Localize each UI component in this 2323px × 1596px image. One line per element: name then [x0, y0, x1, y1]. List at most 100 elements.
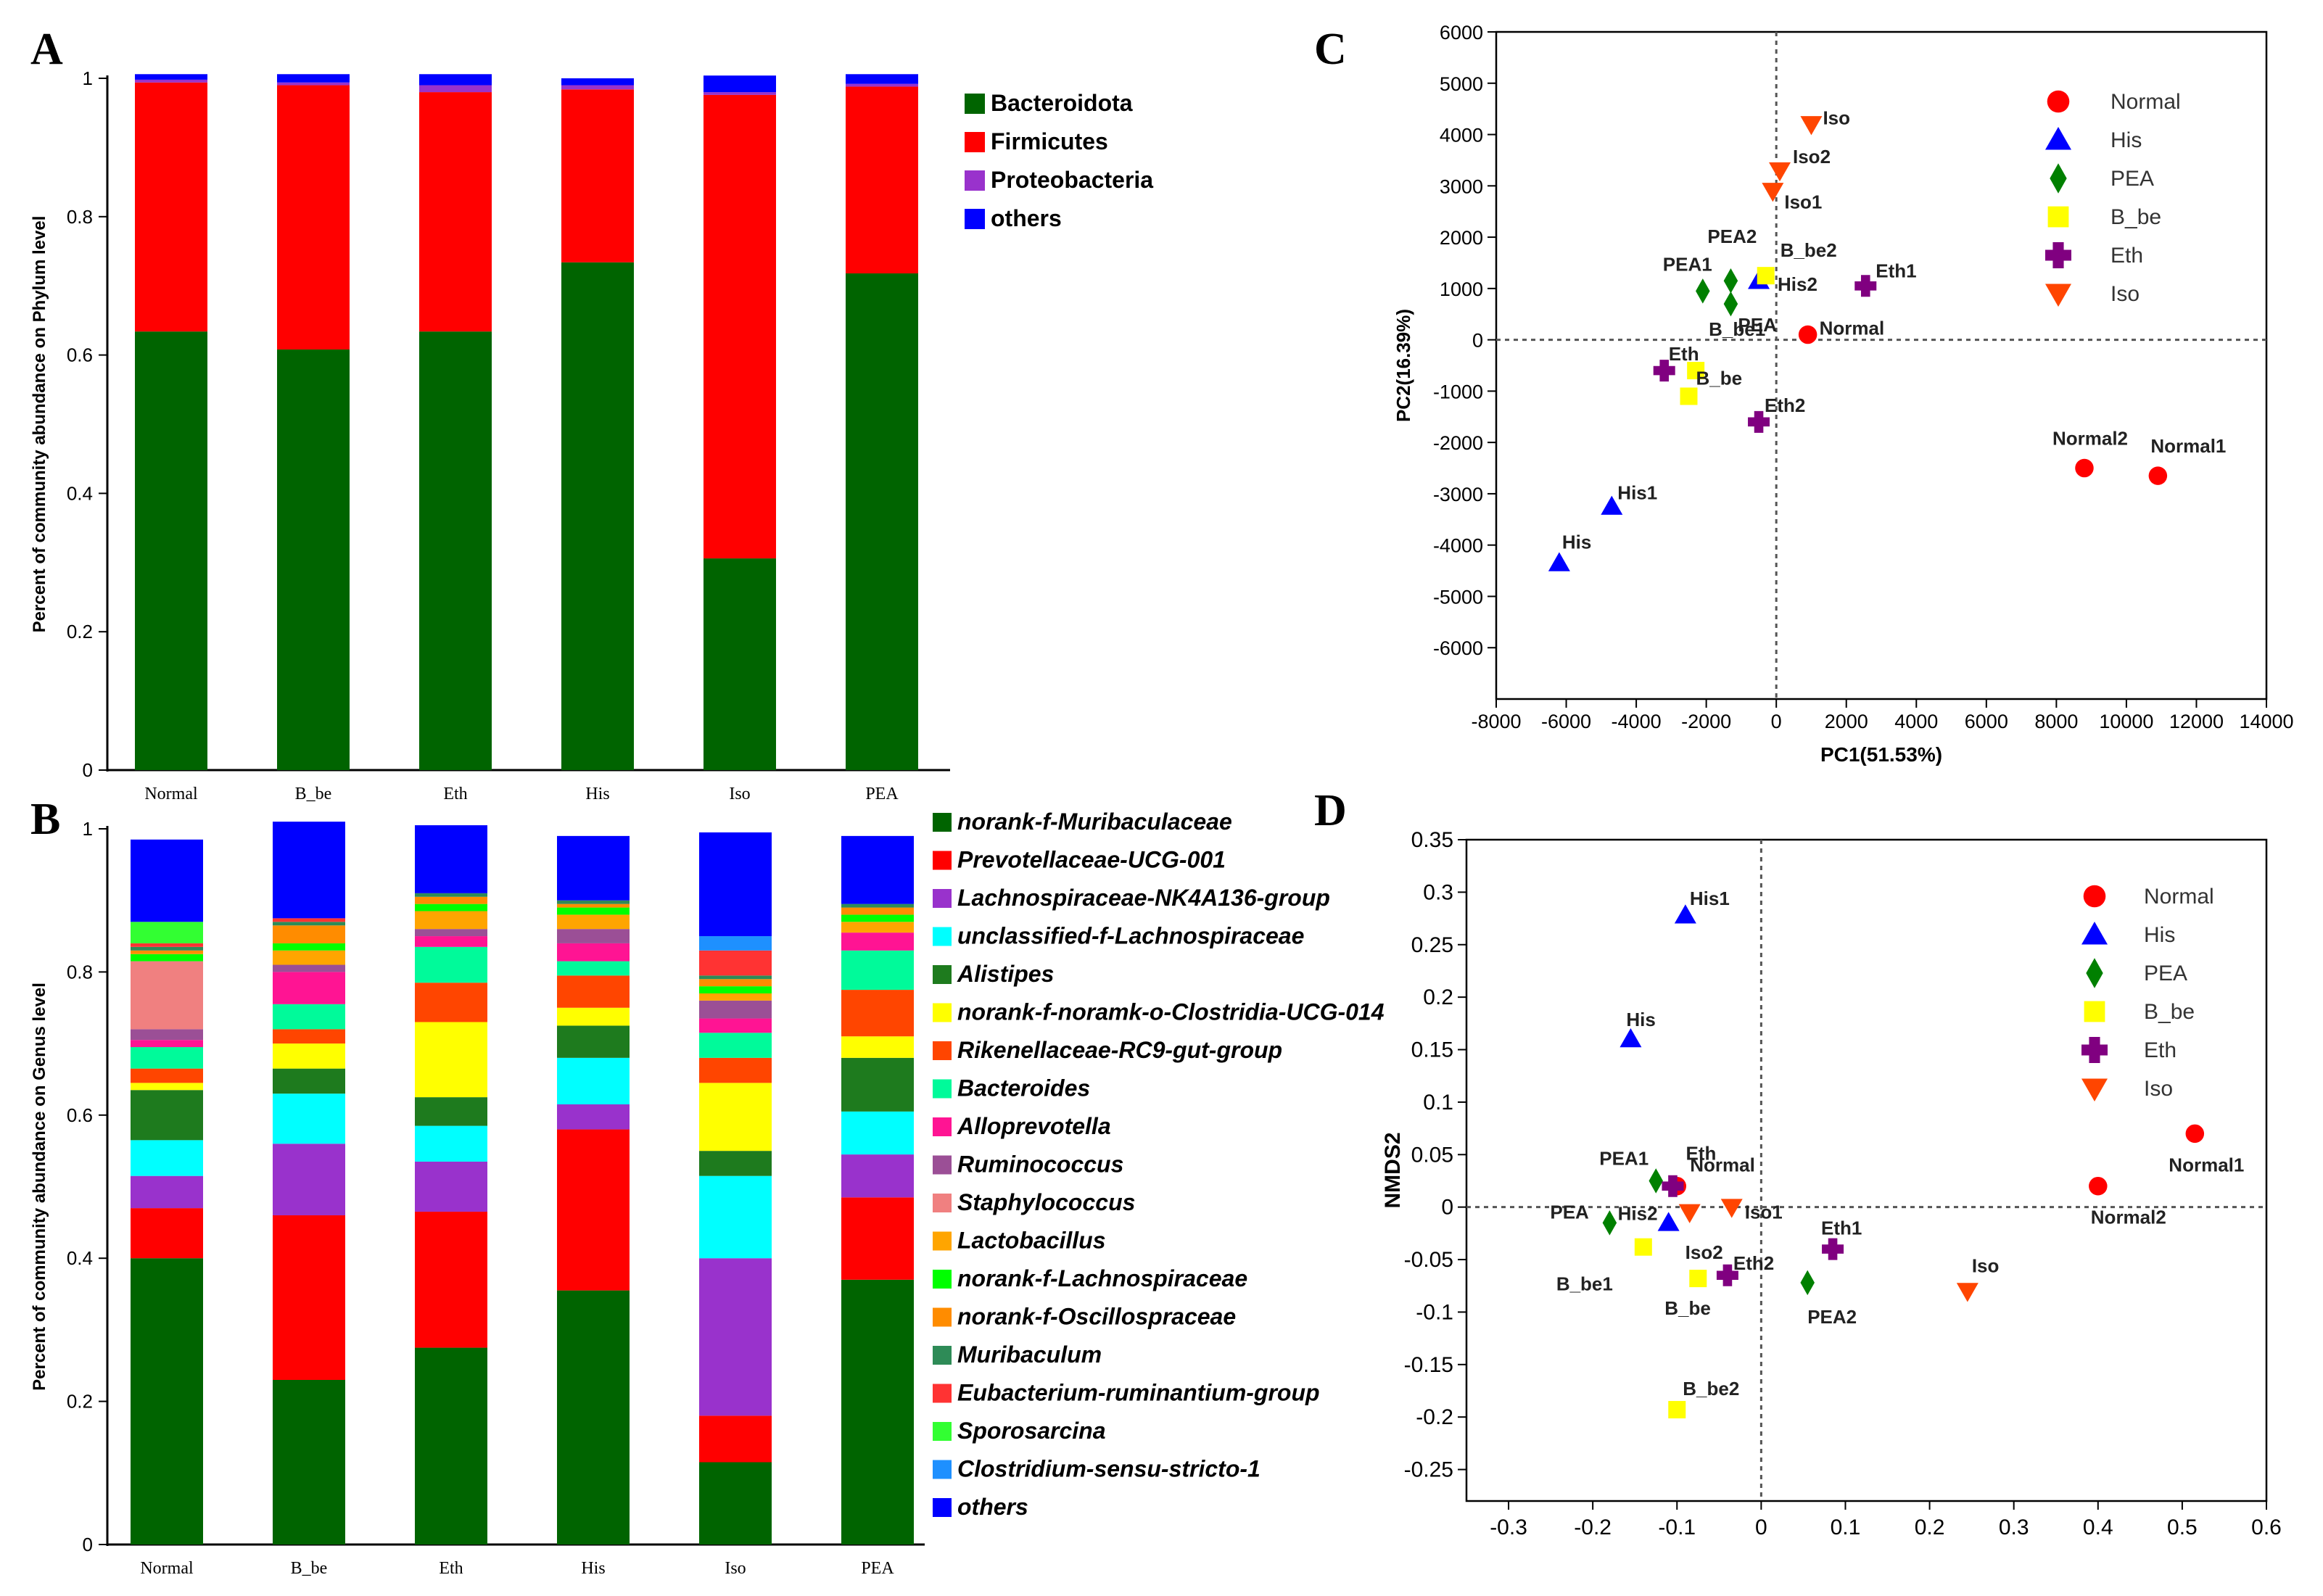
- y-tick-label: -0.25: [1404, 1458, 1453, 1482]
- bar-segment-norank-f-noramk-o-clostridia-ucg-014-normal: [131, 1083, 203, 1091]
- bar-segment-lactobacillus-b-be: [273, 950, 345, 965]
- y-tick-label: 0.15: [1411, 1038, 1453, 1062]
- legend-label-iso: Iso: [2110, 282, 2140, 306]
- y-tick-label: -1000: [1433, 381, 1483, 402]
- point-eth1: [1822, 1238, 1844, 1260]
- bar-segment-alistipes-iso: [699, 1151, 772, 1176]
- bar-segment-prevotellaceae-ucg-001-iso: [699, 1415, 772, 1463]
- legend-label-ruminococcus: Ruminococcus: [957, 1151, 1123, 1178]
- bar-segment-prevotellaceae-ucg-001-normal: [131, 1208, 203, 1259]
- legend-label-normal: Normal: [2144, 885, 2214, 909]
- bar-segment-eubacterium-ruminantium-group-normal: [131, 943, 203, 947]
- legend-swatch-others: [965, 209, 985, 229]
- panel-c: -8000 -6000 -4000 -2000 0 2000 4000 6000 8000 100…: [1392, 22, 2294, 766]
- point-b-be2: [1757, 267, 1775, 285]
- bar-segment-alistipes-pea: [841, 1057, 914, 1112]
- bar-segment-rikenellaceae-rc9-gut-group-normal: [131, 1068, 203, 1083]
- legend-label-staphylococcus: Staphylococcus: [957, 1189, 1135, 1215]
- x-tick-label: -0.2: [1574, 1516, 1612, 1539]
- bar-segment-lachnospiraceae-nk4a136-group-iso: [699, 1258, 772, 1416]
- bar-segment-eubacterium-ruminantium-group-b-be: [273, 918, 345, 922]
- bar-segment-lachnospiraceae-nk4a136-group-normal: [131, 1175, 203, 1209]
- point-eth: [1653, 360, 1675, 382]
- legend-marker-b-be: [2084, 1001, 2105, 1022]
- bar-segment-others-eth: [419, 74, 492, 86]
- y-tick-label: 4000: [1440, 125, 1483, 146]
- point-his1: [1601, 495, 1623, 515]
- legend-label-clostridium-sensu-stricto-1: Clostridium-sensu-stricto-1: [957, 1456, 1260, 1482]
- point-label-b-be2: B_be2: [1781, 239, 1837, 261]
- bar-segment-firmicutes-b-be: [277, 85, 350, 350]
- legend-swatch-alloprevotella: [933, 1117, 952, 1136]
- point-normal1: [2148, 466, 2168, 485]
- point-iso2: [1769, 162, 1791, 182]
- y-tick-label: -2000: [1433, 432, 1483, 454]
- bar-segment-others-normal: [131, 839, 203, 922]
- bar-segment-proteobacteria-b-be: [277, 82, 350, 86]
- point-normal: [1798, 325, 1817, 344]
- point-label-pea: PEA: [1550, 1201, 1589, 1223]
- bar-segment-firmicutes-normal: [135, 82, 207, 332]
- legend-swatch-firmicutes: [965, 132, 985, 152]
- point-label-eth2: Eth2: [1765, 394, 1805, 416]
- bar-segment-muribaculum-normal: [131, 946, 203, 951]
- y-tick-label: -0.1: [1416, 1300, 1453, 1324]
- bar-segment-ruminococcus-iso: [699, 1000, 772, 1019]
- point-label-eth1: Eth1: [1821, 1217, 1862, 1239]
- legend-swatch-proteobacteria: [965, 170, 985, 191]
- y-tick-label: 3000: [1440, 175, 1483, 197]
- bar-segment-alistipes-b-be: [273, 1068, 345, 1094]
- plot-frame: [1495, 30, 2268, 700]
- y-axis-title: NMDS2: [1381, 1132, 1405, 1208]
- legend-label-iso: Iso: [2144, 1077, 2173, 1101]
- x-axis-title: PC1(51.53%): [1820, 743, 1942, 766]
- bar-segment-lachnospiraceae-nk4a136-group-his: [557, 1104, 630, 1130]
- point-label-his2: His2: [1778, 273, 1817, 295]
- point-label-pea1: PEA1: [1599, 1147, 1649, 1169]
- point-label-eth2: Eth2: [1733, 1252, 1774, 1274]
- bar-segment-rikenellaceae-rc9-gut-group-eth: [415, 983, 487, 1022]
- legend-swatch-staphylococcus: [933, 1194, 952, 1212]
- bar-segment-bacteroides-eth: [415, 946, 487, 983]
- bar-segment-alloprevotella-normal: [131, 1040, 203, 1048]
- legend-label-others: others: [991, 205, 1062, 231]
- bar-segment-bacteroides-iso: [699, 1033, 772, 1058]
- point-normal2: [2089, 1176, 2108, 1196]
- legend-swatch-norank-f-noramk-o-clostridia-ucg-014: [933, 1003, 952, 1022]
- x-tick-label: -0.1: [1658, 1516, 1696, 1539]
- bar-segment-alistipes-eth: [415, 1097, 487, 1126]
- bar-segment-norank-f-oscillospraceae-eth: [415, 896, 487, 904]
- point-label-b-be: B_be: [1696, 367, 1743, 389]
- bar-segment-muribaculum-pea: [841, 904, 914, 908]
- bar-segment-unclassified-f-lachnospiraceae-pea: [841, 1111, 914, 1155]
- x-tick-label-eth: Eth: [443, 785, 467, 803]
- bar-segment-others-normal: [135, 74, 207, 80]
- x-tick-label-iso: Iso: [729, 785, 750, 803]
- bar-segment-lachnospiraceae-nk4a136-group-pea: [841, 1154, 914, 1198]
- bar-segment-bacteroidota-iso: [703, 558, 776, 770]
- x-tick-label: -4000: [1612, 711, 1662, 732]
- x-tick-label: 0: [1771, 711, 1782, 732]
- x-tick-label: 14000: [2239, 711, 2293, 732]
- panel-label-c: C: [1314, 25, 1347, 74]
- legend-label-unclassified-f-lachnospiraceae: unclassified-f-Lachnospiraceae: [957, 923, 1304, 949]
- legend-swatch-sporosarcina: [933, 1422, 952, 1441]
- x-tick-label: 12000: [2169, 711, 2224, 732]
- point-pea: [1723, 291, 1738, 317]
- legend-label-his: His: [2110, 128, 2142, 152]
- bar-segment-alloprevotella-his: [557, 943, 630, 962]
- legend-swatch-norank-f-muribaculaceae: [933, 813, 952, 832]
- legend-marker-iso: [2045, 284, 2071, 307]
- point-eth2: [1748, 410, 1770, 433]
- legend-label-muribaculum: Muribaculum: [957, 1341, 1102, 1368]
- bar-segment-norank-f-muribaculaceae-pea: [841, 1279, 914, 1545]
- legend-marker-his: [2045, 127, 2071, 150]
- legend-label-norank-f-lachnospiraceae: norank-f-Lachnospiraceae: [957, 1265, 1247, 1291]
- x-tick-label-b-be: B_be: [295, 785, 332, 803]
- bar-segment-firmicutes-iso: [703, 94, 776, 559]
- point-iso: [1956, 1283, 1979, 1302]
- bar-segment-bacteroides-normal: [131, 1047, 203, 1069]
- legend-marker-b-be: [2047, 206, 2069, 228]
- bar-segment-alloprevotella-eth: [415, 936, 487, 947]
